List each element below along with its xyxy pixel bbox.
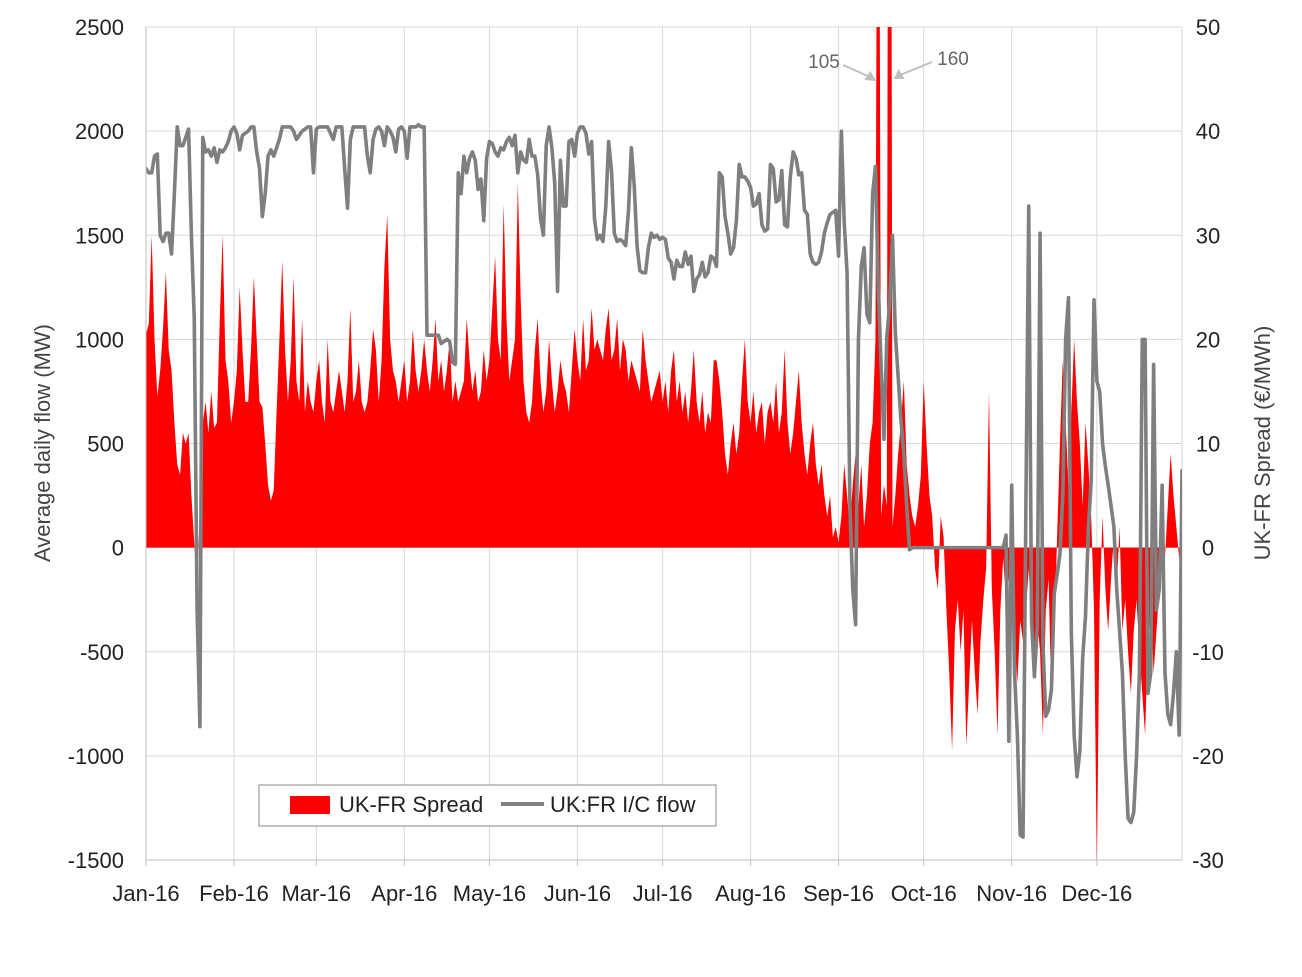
y-axis-right-tick-label: 40 [1196, 119, 1220, 144]
legend-box [258, 784, 717, 827]
x-axis-tick-label: Feb-16 [199, 881, 269, 906]
y-axis-left-tick-label: 0 [112, 536, 124, 561]
x-axis-tick-label: Jul-16 [633, 881, 693, 906]
legend-label-flow: UK:FR I/C flow [550, 792, 696, 817]
flow-line-layer [146, 123, 1182, 839]
y-axis-right-tick-label: -20 [1192, 744, 1224, 769]
y-axis-left-tick-label: 1500 [75, 223, 124, 248]
y-axis-right-tick-label: 30 [1196, 223, 1220, 248]
y-axis-right-tick-label: 50 [1196, 15, 1220, 40]
axes [145, 27, 1182, 866]
annotation-arrowhead-105 [864, 71, 877, 81]
series-uk-fr-ic-flow-line [146, 123, 1182, 839]
y-axis-left-tick-label: 2000 [75, 119, 124, 144]
tick-labels: 2500 2000 1500 1000 500 0 -500 -1000 -1500 50 40 30… [68, 15, 1224, 906]
y-axis-left-tick-label: 500 [87, 432, 124, 457]
x-axis-tick-label: Dec-16 [1061, 881, 1132, 906]
spread-area-layer [146, 27, 1182, 860]
annotations: 105 160 [808, 49, 969, 81]
x-axis-tick-label: Nov-16 [976, 881, 1047, 906]
annotation-label-105: 105 [808, 52, 840, 73]
y-axis-title-left: Average daily flow (MW) [30, 324, 55, 562]
y-axis-title-right: UK-FR Spread (€/MWh) [1250, 326, 1275, 561]
x-axis-tick-label: Apr-16 [371, 881, 437, 906]
x-axis-tick-label: Sep-16 [803, 881, 874, 906]
legend-swatch-spread [290, 796, 330, 814]
y-axis-right-tick-label: 10 [1196, 432, 1220, 457]
x-axis-tick-label: Jan-16 [112, 881, 179, 906]
x-axis-tick-label: May-16 [453, 881, 526, 906]
y-axis-left-tick-label: -1000 [68, 744, 124, 769]
annotation-label-160: 160 [937, 49, 969, 70]
x-axis-tick-label: Aug-16 [715, 881, 786, 906]
y-axis-right-tick-label: 0 [1202, 536, 1214, 561]
y-axis-right-tick-label: 20 [1196, 327, 1220, 352]
y-axis-left-tick-label: -500 [80, 640, 124, 665]
y-axis-right-tick-label: -10 [1192, 640, 1224, 665]
x-axis-tick-label: Oct-16 [891, 881, 957, 906]
x-axis-tick-label: Mar-16 [281, 881, 351, 906]
y-axis-left-tick-label: -1500 [68, 848, 124, 873]
y-axis-right-tick-label: -30 [1192, 848, 1224, 873]
annotation-arrowhead-160 [893, 69, 905, 79]
x-axis-tick-label: Jun-16 [544, 881, 611, 906]
y-axis-left-tick-label: 1000 [75, 327, 124, 352]
annotation-arrow-160 [897, 61, 933, 77]
series-uk-fr-spread-area [146, 27, 1182, 860]
y-axis-left-tick-label: 2500 [75, 15, 124, 40]
legend-label-spread: UK-FR Spread [339, 792, 483, 817]
legend: UK-FR Spread UK:FR I/C flow [258, 784, 717, 827]
